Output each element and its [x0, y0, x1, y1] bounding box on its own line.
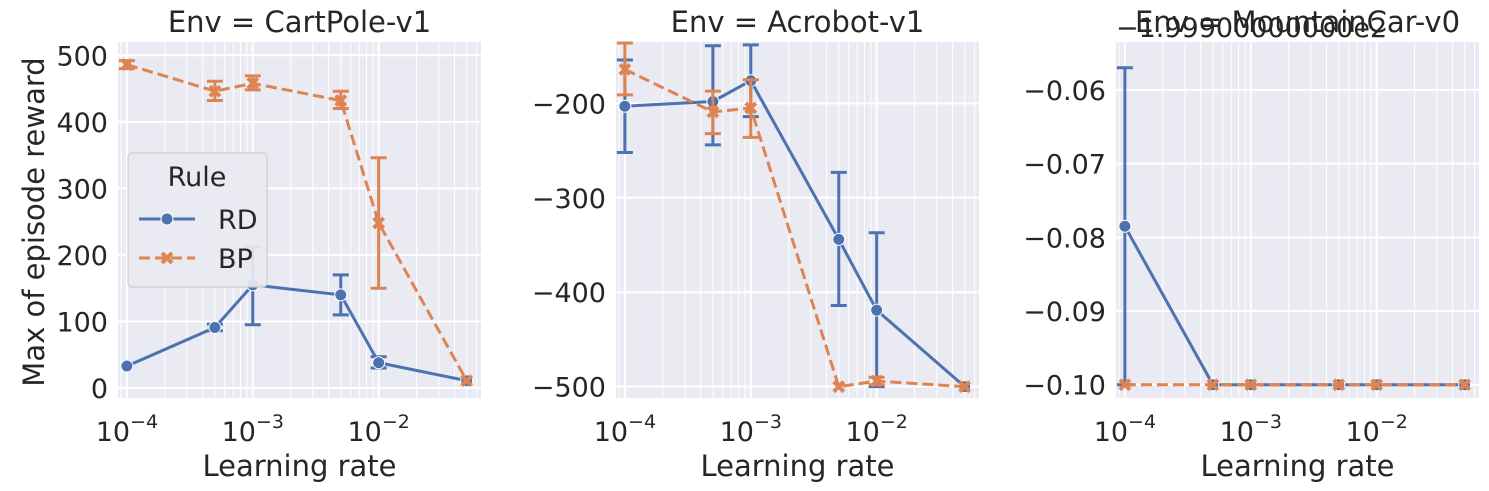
legend-entry-rd: RD — [139, 205, 258, 236]
y-tick-label: −0.09 — [1023, 297, 1106, 328]
legend: Rule RD BP — [127, 152, 268, 288]
series-bp — [118, 58, 474, 388]
x-axis-label: Learning rate — [202, 449, 396, 483]
plot-background — [616, 42, 979, 398]
plot-background — [1116, 42, 1479, 398]
series-line — [126, 283, 468, 383]
x-axis-label: Learning rate — [1200, 449, 1394, 483]
data-point — [208, 320, 222, 334]
x-tick-label: 10−2 — [1345, 411, 1407, 448]
series-line — [624, 78, 966, 388]
y-tick-label: −200 — [532, 89, 606, 120]
data-point — [208, 84, 222, 98]
data-point — [1244, 378, 1258, 392]
data-point — [1332, 378, 1346, 392]
data-point — [706, 105, 720, 119]
data-point — [120, 58, 134, 72]
legend-entry-bp: BP — [139, 244, 253, 275]
y-tick-label: 400 — [56, 108, 108, 139]
legend-marker — [160, 251, 174, 265]
series-line — [624, 68, 965, 389]
x-tick-label: 10−3 — [720, 411, 782, 448]
data-point — [1370, 378, 1384, 392]
legend-title: Rule — [168, 162, 227, 193]
series-bp — [616, 41, 972, 394]
series-bp — [1118, 378, 1472, 392]
data-point — [744, 101, 758, 115]
x-tick-label: 10−4 — [96, 411, 158, 448]
data-point — [1206, 378, 1220, 392]
data-point — [832, 380, 846, 394]
data-point — [334, 288, 348, 302]
y-tick-label: −400 — [532, 278, 606, 309]
data-point — [1118, 219, 1132, 233]
data-point — [618, 99, 632, 113]
data-point — [832, 232, 846, 246]
panel-3: 10−4 10−3 10−2 −0.06 −0.07 −0.08 −0.09 −0.10 Env… — [1023, 5, 1479, 483]
y-offset-label: −1.99900000000e2 — [1116, 13, 1387, 44]
data-point — [1118, 378, 1132, 392]
data-point — [618, 62, 632, 76]
x-tick-label: 10−2 — [845, 411, 907, 448]
y-tick-label: −0.10 — [1023, 371, 1106, 402]
chart-title: Env = Acrobot-v1 — [671, 5, 925, 39]
x-tick-label: 10−3 — [1220, 411, 1282, 448]
data-point — [460, 374, 474, 388]
legend-marker — [160, 212, 174, 226]
x-tick-label: 10−3 — [222, 411, 284, 448]
data-point — [372, 216, 386, 230]
data-point — [1458, 378, 1472, 392]
data-point — [120, 359, 134, 373]
y-tick-label: −0.08 — [1023, 223, 1106, 254]
chart-title: Env = CartPole-v1 — [168, 5, 431, 39]
y-tick-label: 500 — [56, 41, 108, 72]
data-point — [958, 380, 972, 394]
data-point — [870, 374, 884, 388]
y-tick-label: −0.07 — [1023, 150, 1106, 181]
y-tick-label: 0 — [91, 374, 108, 405]
y-tick-label: 100 — [56, 307, 108, 338]
legend-label: RD — [218, 205, 258, 236]
x-axis-label: Learning rate — [700, 449, 894, 483]
data-point — [334, 94, 348, 107]
y-tick-label: −500 — [532, 373, 606, 404]
series-line — [126, 63, 469, 382]
x-tick-label: 10−2 — [347, 411, 409, 448]
panel-1: 10−4 10−3 10−2 0 100 200 300 400 500 Env = CartPo… — [56, 5, 481, 483]
y-tick-label: 300 — [56, 174, 108, 205]
x-tick-label: 10−4 — [594, 411, 656, 448]
y-axis-label: Max of episode reward — [17, 57, 51, 386]
data-point — [372, 356, 386, 370]
legend-label: BP — [218, 244, 253, 275]
data-point — [870, 303, 884, 317]
x-tick-label: 10−4 — [1094, 411, 1156, 448]
chart-title: Env = MountainCar-v0 — [1135, 5, 1460, 39]
panel-2: 10−4 10−3 10−2 −200 −300 −400 −500 Env = Acrobo… — [532, 5, 979, 483]
y-tick-label: 200 — [56, 241, 108, 272]
y-tick-label: −0.06 — [1023, 76, 1106, 107]
y-tick-label: −300 — [532, 184, 606, 215]
data-point — [246, 76, 260, 90]
